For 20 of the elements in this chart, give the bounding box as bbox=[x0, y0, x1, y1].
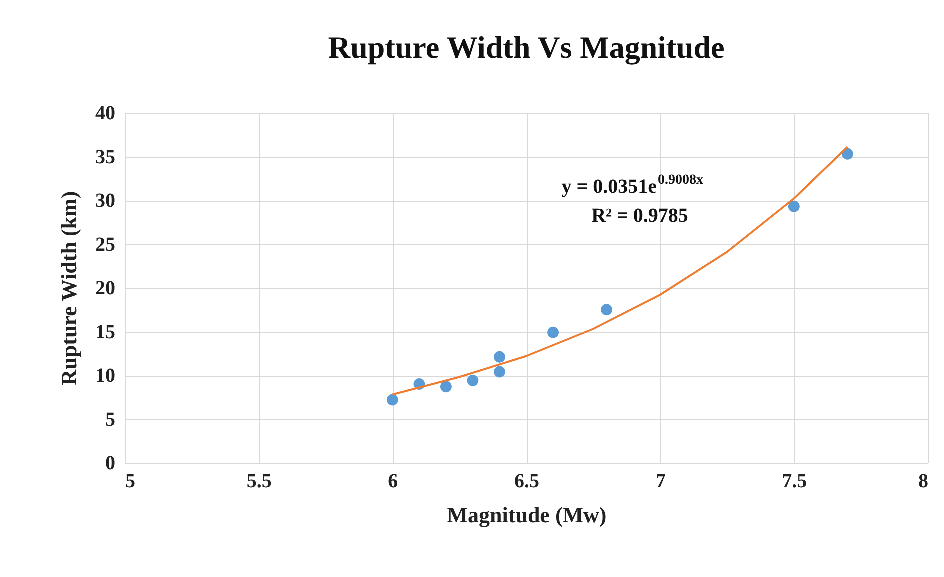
x-tick-label: 7.5 bbox=[782, 470, 808, 492]
y-tick-label: 5 bbox=[106, 408, 116, 431]
y-tick-label: 15 bbox=[96, 321, 116, 344]
y-tick-label: 0 bbox=[106, 452, 116, 474]
x-tick-label: 8 bbox=[918, 470, 928, 492]
x-axis-title: Magnitude (Mw) bbox=[447, 502, 607, 528]
y-axis-title: Rupture Width (km) bbox=[56, 191, 82, 386]
y-tick-label: 40 bbox=[96, 102, 116, 124]
y-tick-label: 10 bbox=[96, 365, 116, 387]
x-tick-label: 5.5 bbox=[246, 470, 272, 492]
y-tick-label: 30 bbox=[96, 190, 116, 212]
annotation: R² = 0.9785 bbox=[592, 205, 688, 227]
x-tick-label: 7 bbox=[656, 470, 666, 492]
x-tick-label: 6.5 bbox=[514, 470, 540, 492]
x-tick-label: 5 bbox=[126, 470, 136, 492]
y-tick-label: 25 bbox=[96, 234, 116, 256]
y-tick-label: 35 bbox=[96, 146, 116, 168]
x-tick-label: 6 bbox=[388, 470, 398, 492]
y-tick-label: 20 bbox=[96, 278, 116, 300]
chart-title: Rupture Width Vs Magnitude bbox=[328, 30, 725, 65]
